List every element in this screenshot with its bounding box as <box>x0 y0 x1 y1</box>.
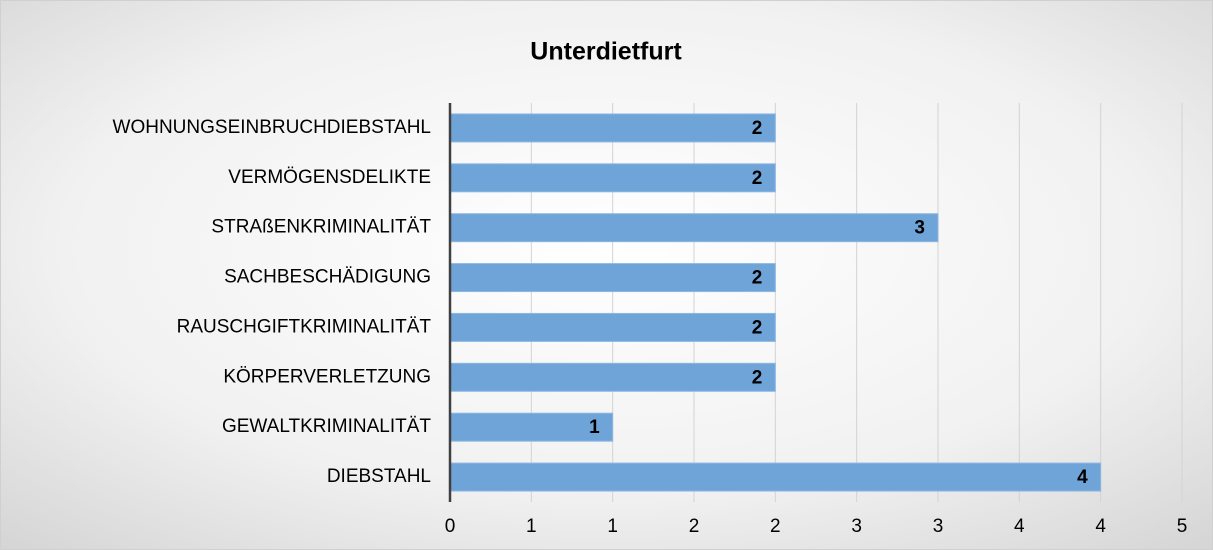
x-tick-label: 0 <box>445 516 456 537</box>
x-tick-label: 2 <box>770 516 781 537</box>
x-tick-label: 4 <box>1095 516 1106 537</box>
bar <box>449 312 776 342</box>
y-tick-label: GEWALTKRIMINALITÄT <box>222 416 431 437</box>
data-label: 2 <box>752 317 763 338</box>
y-tick-label: DIEBSTAHL <box>327 466 431 487</box>
x-tick-label: 4 <box>1014 516 1025 537</box>
y-tick-label: SACHBESCHÄDIGUNG <box>224 267 431 288</box>
data-label: 2 <box>752 168 763 189</box>
data-label: 2 <box>752 367 763 388</box>
chart-title: Unterdietfurt <box>530 38 682 66</box>
x-tick-label: 2 <box>689 516 700 537</box>
data-label: 2 <box>752 268 763 289</box>
y-tick-label: WOHNUNGSEINBRUCHDIEBSTAHL <box>113 117 431 138</box>
x-tick-label: 1 <box>526 516 537 537</box>
x-tick-label: 1 <box>607 516 618 537</box>
y-tick-label: STRAßENKRIMINALITÄT <box>211 217 431 238</box>
bar <box>449 213 939 243</box>
bar <box>449 362 776 392</box>
data-label: 1 <box>589 417 600 438</box>
x-tick-label: 3 <box>851 516 862 537</box>
bar <box>449 163 776 193</box>
data-label: 3 <box>914 218 925 239</box>
bar <box>449 462 1102 492</box>
x-tick-label: 5 <box>1177 516 1188 537</box>
y-tick-label: KÖRPERVERLETZUNG <box>223 366 431 387</box>
data-label: 4 <box>1077 467 1088 488</box>
x-tick-label: 3 <box>933 516 944 537</box>
bar <box>449 113 776 143</box>
y-tick-label: RAUSCHGIFTKRIMINALITÄT <box>177 316 432 337</box>
y-tick-label: VERMÖGENSDELIKTE <box>228 167 431 188</box>
data-label: 2 <box>752 118 763 139</box>
bar <box>449 263 776 293</box>
